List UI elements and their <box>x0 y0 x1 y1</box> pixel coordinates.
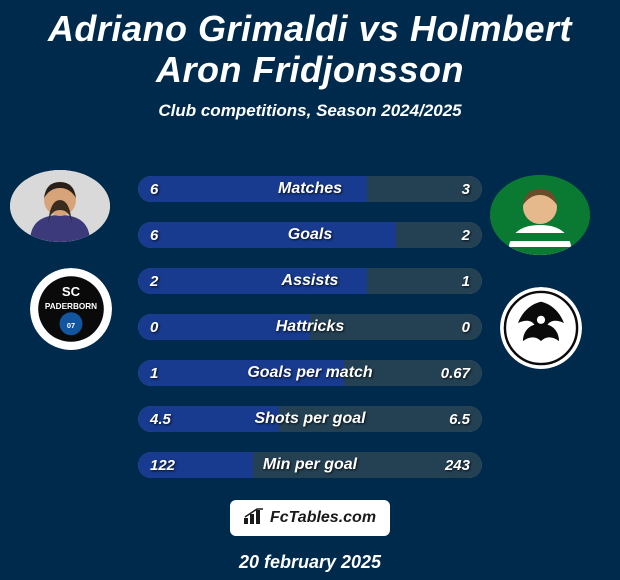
stat-value-left: 0 <box>138 314 170 340</box>
chart-icon <box>244 508 264 529</box>
stat-row: Goals6 2 <box>138 222 482 248</box>
svg-text:PADERBORN: PADERBORN <box>45 302 97 311</box>
stat-label: Matches <box>138 176 482 202</box>
stat-value-left: 4.5 <box>138 406 183 432</box>
svg-text:SC: SC <box>62 284 81 299</box>
stat-bars: Matches63Goals62Assists21Hattricks00Goal… <box>138 176 482 498</box>
stat-label: Min per goal <box>138 452 482 478</box>
comparison-subtitle: Club competitions, Season 2024/2025 <box>0 101 620 121</box>
stat-row: Shots per goal4.5 6.5 <box>138 406 482 432</box>
stat-row: Assists2 1 <box>138 268 482 294</box>
stat-label: Goals <box>138 222 482 248</box>
club-left-crest: SC PADERBORN 07 <box>30 268 112 350</box>
stat-row: Goals per match10.67 <box>138 360 482 386</box>
stat-value-right: 1 <box>450 268 482 294</box>
comparison-title: Adriano Grimaldi vs Holmbert Aron Fridjo… <box>0 0 620 91</box>
stat-row: Min per goal122 243 <box>138 452 482 478</box>
stat-label: Hattricks <box>138 314 482 340</box>
svg-text:07: 07 <box>67 321 75 330</box>
player-right-avatar <box>490 175 590 255</box>
comparison-date: 20 february 2025 <box>0 552 620 573</box>
stat-value-left: 2 <box>138 268 170 294</box>
stat-label: Assists <box>138 268 482 294</box>
brand-text: FcTables.com <box>270 509 376 527</box>
stat-label: Shots per goal <box>138 406 482 432</box>
stat-value-left: 122 <box>138 452 187 478</box>
club-right-crest <box>500 287 582 369</box>
stat-value-right: 243 <box>433 452 482 478</box>
stat-row: Matches6 3 <box>138 176 482 202</box>
stat-row: Hattricks0 0 <box>138 314 482 340</box>
player-left-avatar <box>10 170 110 242</box>
stat-value-left: 6 <box>138 176 170 202</box>
stat-value-right: 3 <box>450 176 482 202</box>
stat-value-left: 6 <box>138 222 170 248</box>
stat-value-right: 0 <box>450 314 482 340</box>
stat-value-right: 2 <box>450 222 482 248</box>
stat-value-left: 1 <box>138 360 170 386</box>
stat-value-right: 0.67 <box>429 360 482 386</box>
stat-value-right: 6.5 <box>437 406 482 432</box>
brand-pill: FcTables.com <box>230 500 390 536</box>
